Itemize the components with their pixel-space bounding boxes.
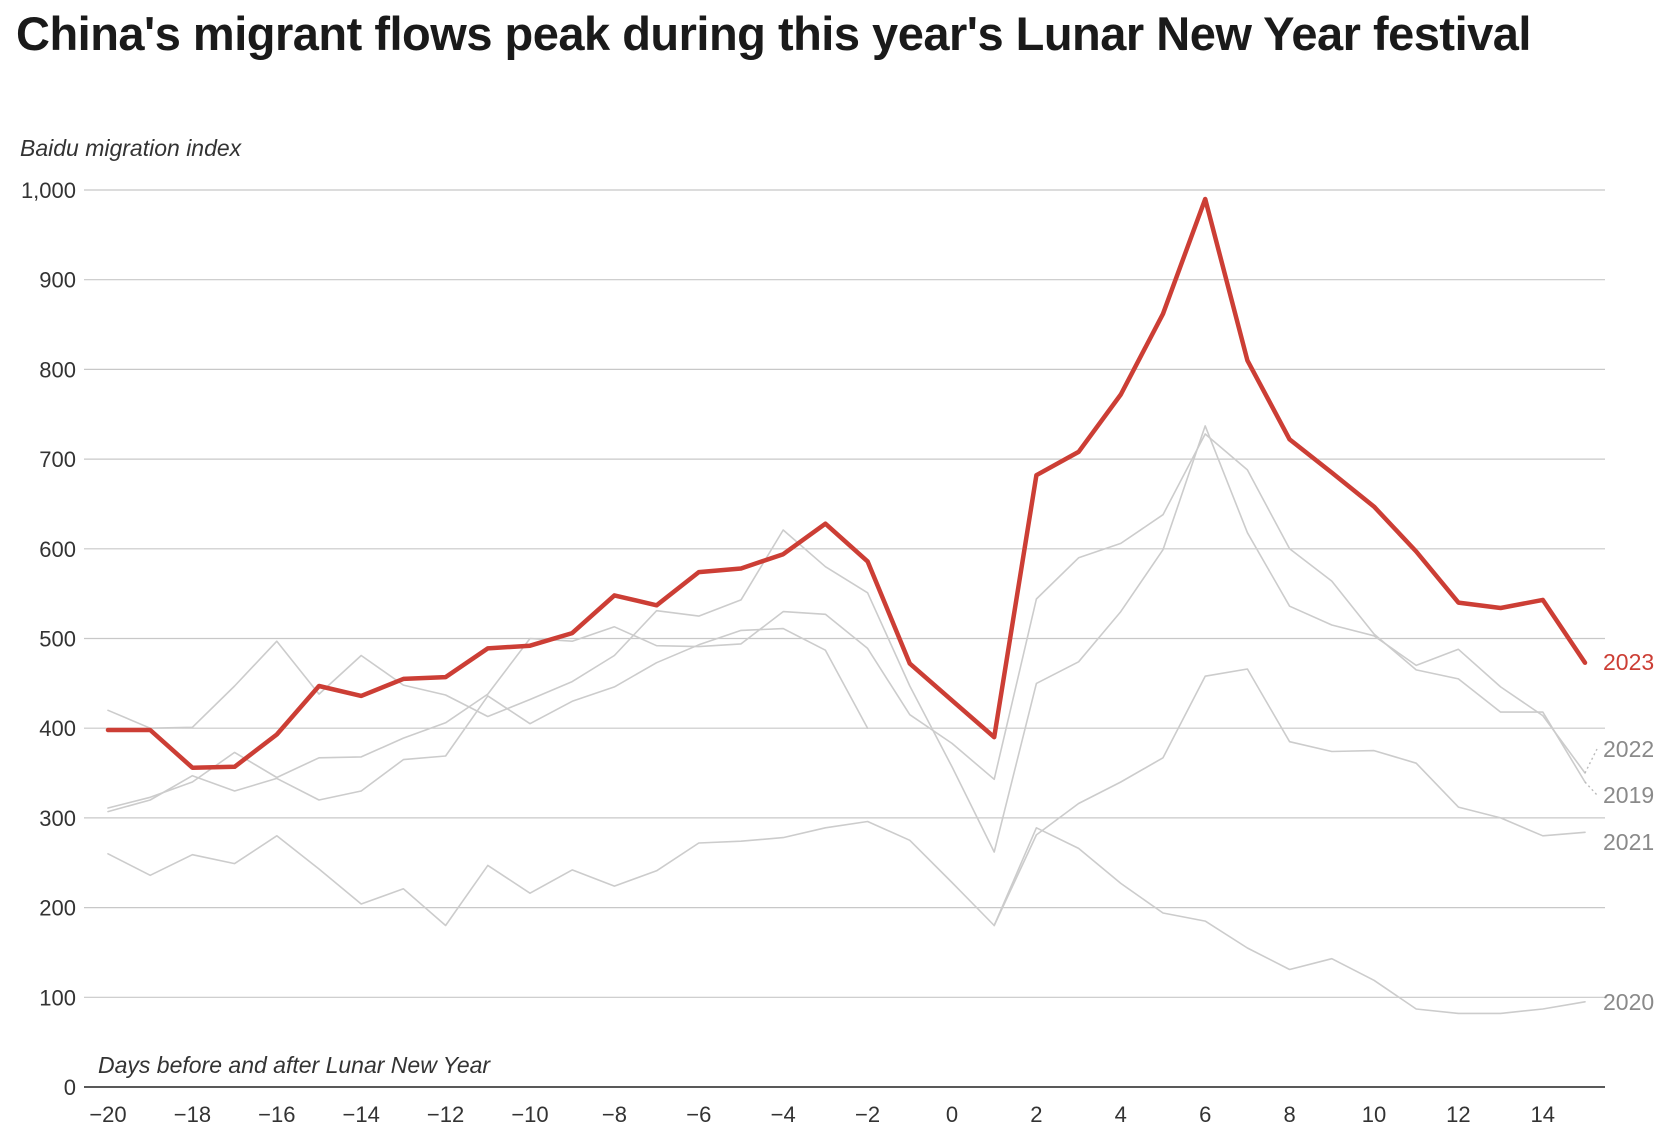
series-line-2019	[107, 433, 1586, 809]
x-axis-title: Days before and after Lunar New Year	[98, 1052, 491, 1078]
x-tick-label: −18	[174, 1102, 211, 1127]
x-tick-label: 8	[1283, 1102, 1295, 1127]
y-tick-label: 0	[64, 1075, 76, 1100]
series-line-2021	[107, 627, 869, 813]
y-tick-label: 100	[39, 985, 76, 1010]
y-tick-label: 600	[39, 537, 76, 562]
x-tick-label: −16	[258, 1102, 295, 1127]
x-tick-label: −14	[343, 1102, 380, 1127]
series-lines	[105, 196, 1588, 1015]
series-label-2020: 2020	[1603, 989, 1654, 1015]
x-tick-label: −6	[686, 1102, 711, 1127]
x-tick-label: 6	[1199, 1102, 1211, 1127]
leader-line-2019	[1584, 781, 1598, 796]
x-tick-label: 4	[1115, 1102, 1127, 1127]
x-tick-label: −20	[89, 1102, 126, 1127]
x-tick-label: −12	[427, 1102, 464, 1127]
series-line-2021-b	[993, 668, 1586, 927]
series-label-2019: 2019	[1603, 782, 1654, 808]
gridlines	[84, 189, 1605, 1088]
x-tick-label: −8	[602, 1102, 627, 1127]
y-tick-label: 400	[39, 716, 76, 741]
y-tick-label: 300	[39, 806, 76, 831]
series-label-2021: 2021	[1603, 829, 1654, 855]
chart-title: China's migrant flows peak during this y…	[16, 7, 1531, 60]
series-label-2022: 2022	[1603, 736, 1654, 762]
x-tick-label: 12	[1446, 1102, 1470, 1127]
x-tick-label: 2	[1030, 1102, 1042, 1127]
y-tick-label: 900	[39, 268, 76, 293]
y-tick-label: 1,000	[21, 178, 76, 203]
series-line-2022	[107, 425, 1586, 853]
series-line-2020	[107, 820, 1586, 1015]
y-tick-label: 800	[39, 357, 76, 382]
x-tick-label: −4	[771, 1102, 796, 1127]
series-line-2023	[105, 196, 1588, 770]
x-tick-label: 10	[1362, 1102, 1386, 1127]
series-label-2023: 2023	[1603, 649, 1654, 675]
y-tick-label: 200	[39, 896, 76, 921]
x-tick-label: 0	[946, 1102, 958, 1127]
x-tick-label: −2	[855, 1102, 880, 1127]
x-tick-label: 14	[1531, 1102, 1555, 1127]
x-tick-label: −10	[511, 1102, 548, 1127]
y-axis-title: Baidu migration index	[20, 135, 243, 161]
y-tick-label: 700	[39, 447, 76, 472]
x-axis-tick-labels: −20 −18 −16 −14 −12 −10 −8 −6 −4 −2 0 2 4 6 8 10 12 14	[89, 1102, 1555, 1127]
y-axis-tick-labels: 0 100 200 300 400 500 600 700 800 900 1,000	[21, 178, 76, 1100]
leader-line-2022	[1584, 748, 1598, 774]
y-tick-label: 500	[39, 627, 76, 652]
series-end-labels: 2020 2021 2019 2022 2023	[1584, 649, 1654, 1015]
